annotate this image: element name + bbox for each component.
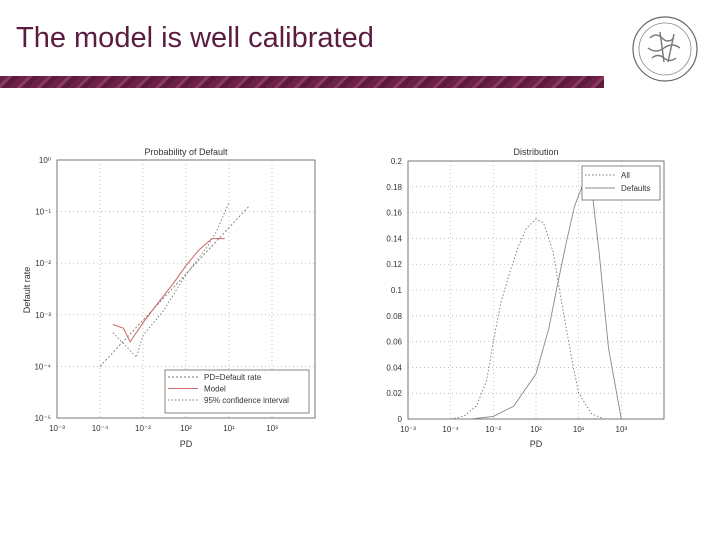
- slide-title: The model is well calibrated: [16, 22, 374, 54]
- distribution-chart-xlabel: PD: [530, 439, 543, 449]
- pd-chart-title: Probability of Default: [144, 147, 228, 157]
- distribution-chart: Distribution PD 10⁻³ 10⁻⁴ 10⁻² 10² 10¹ 10³ 0.…: [386, 147, 665, 449]
- series-line-2: [112, 202, 230, 359]
- y-tick-label: 0.02: [386, 389, 402, 398]
- x-tick-label: 10⁻²: [135, 424, 151, 433]
- y-tick-label: 0.2: [391, 157, 403, 166]
- series-line-1: [112, 238, 225, 343]
- y-tick-label: 10⁰: [39, 156, 51, 165]
- legend-label: All: [621, 171, 630, 180]
- y-tick-label: 0.16: [386, 209, 402, 218]
- y-tick-label: 0.1: [391, 286, 403, 295]
- pd-chart-xlabel: PD: [180, 439, 193, 449]
- distribution-chart-title: Distribution: [513, 147, 558, 157]
- y-tick-label: 0: [398, 415, 403, 424]
- y-tick-label: 10⁻¹: [35, 208, 51, 217]
- university-seal-logo: [632, 16, 698, 82]
- legend-label: Defaults: [621, 184, 650, 193]
- y-tick-label: 10⁻⁴: [34, 362, 51, 371]
- y-tick-label: 10⁻²: [35, 259, 51, 268]
- y-tick-label: 0.14: [386, 234, 402, 243]
- x-tick-label: 10⁻³: [400, 425, 416, 434]
- series-line-0: [450, 218, 605, 420]
- legend-label: 95% confidence interval: [204, 396, 289, 405]
- x-tick-label: 10²: [530, 425, 542, 434]
- y-tick-label: 10⁻⁵: [35, 414, 51, 423]
- y-tick-label: 0.12: [386, 260, 402, 269]
- x-tick-label: 10³: [266, 424, 278, 433]
- y-tick-label: 0.04: [386, 363, 402, 372]
- pd-chart: Probability of Default PD Default rate 1…: [22, 147, 316, 449]
- pd-chart-ylabel: Default rate: [22, 267, 32, 314]
- x-tick-label: 10¹: [223, 424, 235, 433]
- y-tick-label: 0.06: [386, 338, 402, 347]
- y-tick-label: 10⁻³: [35, 311, 51, 320]
- y-tick-label: 0.18: [386, 183, 402, 192]
- legend-label: Model: [204, 385, 226, 394]
- series-line-0: [99, 205, 250, 367]
- x-tick-label: 10⁻⁴: [442, 425, 459, 434]
- x-tick-label: 10⁻⁴: [92, 424, 109, 433]
- y-tick-label: 0.08: [386, 312, 402, 321]
- legend-label: PD=Default rate: [204, 373, 262, 382]
- title-band: [0, 76, 604, 88]
- x-tick-label: 10⁻³: [49, 424, 65, 433]
- series-line-1: [470, 172, 622, 420]
- x-tick-label: 10³: [616, 425, 628, 434]
- x-tick-label: 10¹: [573, 425, 585, 434]
- x-tick-label: 10⁻²: [485, 425, 501, 434]
- distribution-legend-box: [581, 165, 661, 201]
- x-tick-label: 10²: [180, 424, 192, 433]
